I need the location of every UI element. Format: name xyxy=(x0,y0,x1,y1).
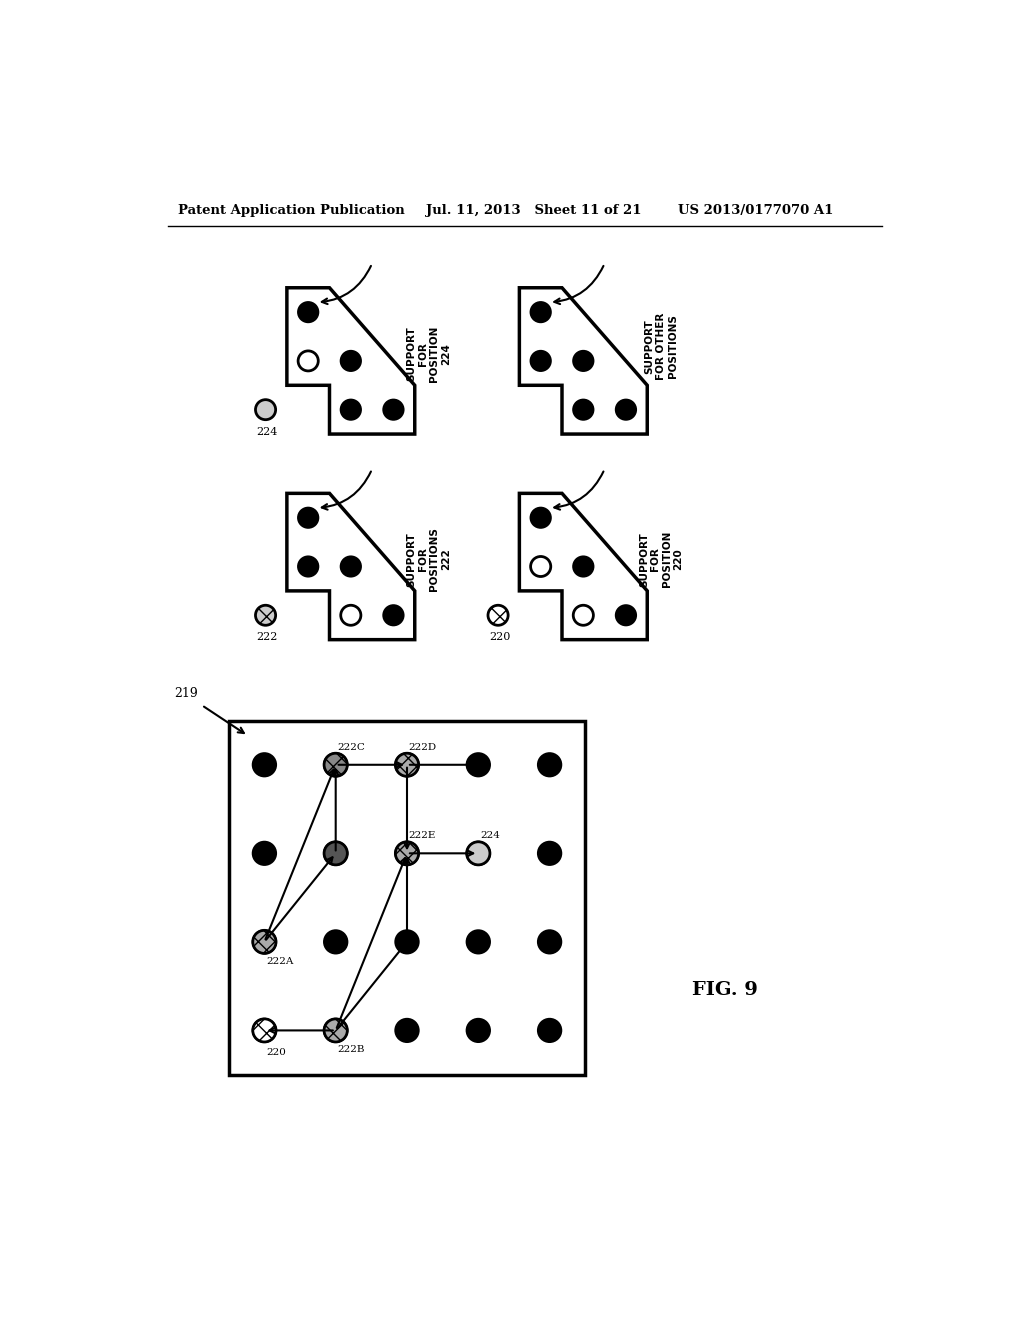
Text: 222C: 222C xyxy=(337,743,366,751)
Bar xyxy=(228,721,586,1074)
Text: 220: 220 xyxy=(266,1048,286,1057)
Circle shape xyxy=(573,351,593,371)
Circle shape xyxy=(341,557,360,577)
Circle shape xyxy=(467,931,489,953)
Text: 222: 222 xyxy=(256,632,278,643)
Circle shape xyxy=(538,931,561,953)
Circle shape xyxy=(298,508,318,528)
Circle shape xyxy=(615,606,636,626)
Circle shape xyxy=(573,400,593,420)
Circle shape xyxy=(324,754,347,776)
Circle shape xyxy=(573,606,593,626)
Circle shape xyxy=(383,400,403,420)
Text: 219: 219 xyxy=(174,686,198,700)
Text: 224: 224 xyxy=(256,426,278,437)
Circle shape xyxy=(324,1019,347,1041)
Circle shape xyxy=(253,931,276,953)
Circle shape xyxy=(488,606,508,626)
Circle shape xyxy=(530,351,551,371)
Circle shape xyxy=(538,754,561,776)
Circle shape xyxy=(395,931,419,953)
Circle shape xyxy=(324,842,347,865)
Text: FIG. 9: FIG. 9 xyxy=(692,981,758,999)
Circle shape xyxy=(530,302,551,322)
Circle shape xyxy=(253,754,276,776)
Text: US 2013/0177070 A1: US 2013/0177070 A1 xyxy=(678,205,834,218)
Circle shape xyxy=(467,1019,489,1041)
Circle shape xyxy=(341,400,360,420)
Text: SUPPORT
FOR
POSITION
220: SUPPORT FOR POSITION 220 xyxy=(639,531,684,587)
Circle shape xyxy=(324,1019,347,1041)
Circle shape xyxy=(573,557,593,577)
Circle shape xyxy=(324,931,347,953)
Circle shape xyxy=(255,400,275,420)
Circle shape xyxy=(395,754,419,776)
Text: 222A: 222A xyxy=(266,957,293,965)
Text: SUPPORT
FOR
POSITION
224: SUPPORT FOR POSITION 224 xyxy=(407,326,452,381)
Text: 220: 220 xyxy=(488,632,510,643)
Circle shape xyxy=(467,842,489,865)
Circle shape xyxy=(538,842,561,865)
Circle shape xyxy=(538,1019,561,1041)
Circle shape xyxy=(253,1019,276,1041)
Circle shape xyxy=(395,754,419,776)
Circle shape xyxy=(530,508,551,528)
Circle shape xyxy=(341,606,360,626)
Circle shape xyxy=(324,754,347,776)
Circle shape xyxy=(530,557,551,577)
Circle shape xyxy=(467,842,489,865)
Circle shape xyxy=(395,842,419,865)
Circle shape xyxy=(395,1019,419,1041)
Circle shape xyxy=(298,557,318,577)
Text: SUPPORT
FOR
POSITIONS
222: SUPPORT FOR POSITIONS 222 xyxy=(407,527,452,591)
Circle shape xyxy=(395,842,419,865)
Circle shape xyxy=(615,400,636,420)
Circle shape xyxy=(253,931,276,953)
Text: 222B: 222B xyxy=(337,1045,365,1055)
Text: 224: 224 xyxy=(480,832,500,841)
Circle shape xyxy=(467,754,489,776)
Text: 222D: 222D xyxy=(409,743,436,751)
Circle shape xyxy=(324,842,347,865)
Circle shape xyxy=(298,302,318,322)
Text: SUPPORT
FOR OTHER
POSITIONS: SUPPORT FOR OTHER POSITIONS xyxy=(644,313,678,380)
Text: Patent Application Publication: Patent Application Publication xyxy=(178,205,406,218)
Circle shape xyxy=(253,842,276,865)
Text: 222E: 222E xyxy=(409,832,436,841)
Circle shape xyxy=(255,606,275,626)
Circle shape xyxy=(253,1019,276,1041)
Text: Jul. 11, 2013   Sheet 11 of 21: Jul. 11, 2013 Sheet 11 of 21 xyxy=(426,205,642,218)
Circle shape xyxy=(383,606,403,626)
Circle shape xyxy=(341,351,360,371)
Circle shape xyxy=(298,351,318,371)
